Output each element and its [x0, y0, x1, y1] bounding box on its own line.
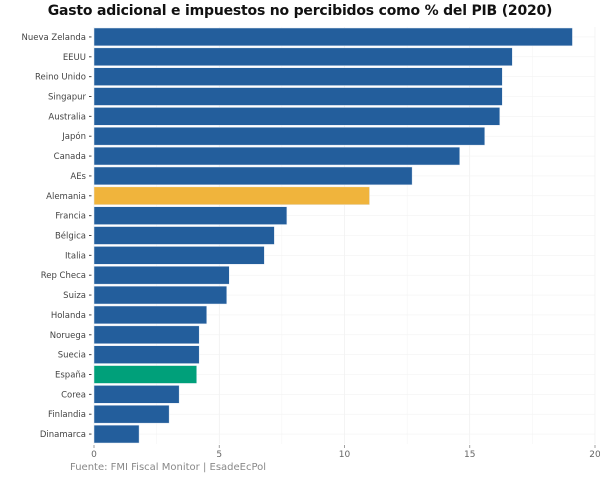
- category-label: Italia: [65, 251, 86, 261]
- x-tick-label: 20: [589, 450, 600, 460]
- category-label: Holanda: [51, 311, 86, 321]
- bar-aes: [93, 166, 413, 186]
- bar-corea: [93, 385, 180, 404]
- bar-australia: [93, 107, 501, 126]
- bar-suiza: [93, 285, 228, 305]
- bar-españa: [93, 365, 197, 384]
- category-label: Bélgica: [55, 231, 86, 242]
- category-label: Corea: [61, 390, 86, 400]
- bar-holanda: [93, 305, 207, 325]
- category-label: Australia: [48, 112, 86, 122]
- bar-nueva-zelanda: [93, 27, 573, 47]
- category-label: Reino Unido: [35, 73, 86, 83]
- bar-dinamarca: [93, 424, 140, 444]
- bar-noruega: [93, 325, 200, 344]
- category-label: Rep Checa: [41, 271, 86, 281]
- bar-italia: [93, 246, 265, 265]
- category-label: Singapur: [48, 93, 87, 103]
- category-label: Suecia: [58, 351, 86, 361]
- bar-japón: [93, 127, 486, 146]
- category-label: Suiza: [63, 291, 86, 301]
- bar-reino-unido: [93, 67, 503, 86]
- category-label: Alemania: [46, 192, 86, 202]
- bar-bélgica: [93, 226, 275, 245]
- x-tick-label: 0: [91, 450, 97, 460]
- bar-alemania: [93, 186, 370, 205]
- category-label: EEUU: [63, 53, 86, 63]
- category-label: AEs: [70, 172, 86, 182]
- source-note: Fuente: FMI Fiscal Monitor | EsadeEcPol: [70, 462, 267, 473]
- chart-title: Gasto adicional e impuestos no percibido…: [47, 3, 553, 19]
- bar-canada: [93, 146, 460, 166]
- category-label: Canada: [54, 152, 86, 162]
- bar-rep-checa: [93, 266, 230, 285]
- category-label: Japón: [61, 131, 86, 142]
- bar-singapur: [93, 87, 503, 106]
- x-tick-label: 5: [216, 450, 222, 460]
- x-tick-label: 15: [464, 450, 475, 460]
- bar-francia: [93, 206, 288, 225]
- category-label: Noruega: [50, 331, 86, 341]
- bar-eeuu: [93, 47, 513, 66]
- x-tick-label: 10: [339, 450, 351, 460]
- category-label: Nueva Zelanda: [21, 33, 86, 43]
- category-label: España: [55, 371, 86, 381]
- category-label: Francia: [55, 212, 86, 222]
- category-label: Finlandia: [48, 410, 86, 420]
- category-label: Dinamarca: [40, 430, 86, 440]
- bar-suecia: [93, 345, 200, 364]
- bar-finlandia: [93, 405, 170, 424]
